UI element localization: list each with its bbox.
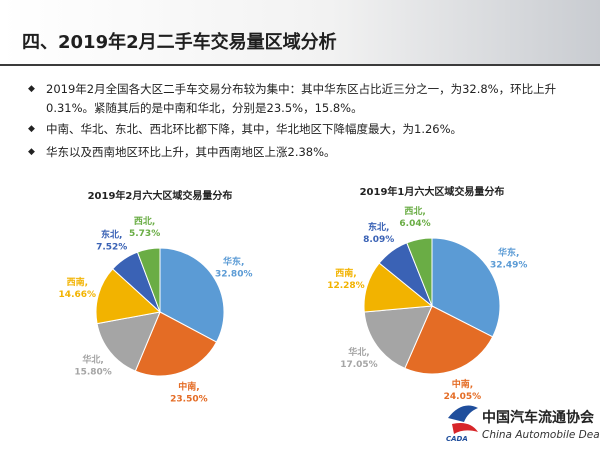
data-label: 23.50%	[170, 394, 208, 404]
pie-slice	[134, 311, 218, 377]
bullet: 华东以及西南地区环比上升，其中西南地区上涨2.38%。	[28, 143, 586, 162]
slice-category: 中南,	[178, 380, 199, 392]
slice-category: 西南,	[67, 276, 88, 288]
chart-title: 2019年1月六大区域交易量分布	[360, 185, 505, 198]
logo-name: 中国汽车流通协会	[482, 409, 595, 426]
pie-slice	[159, 247, 225, 343]
slice-category: 华北,	[348, 346, 369, 358]
header-band	[0, 0, 600, 66]
pie-slice	[363, 305, 433, 369]
data-label: 32.49%	[490, 260, 528, 270]
pie-slice	[406, 237, 433, 307]
slice-category: 华东,	[223, 255, 244, 267]
data-label: 32.80%	[215, 269, 253, 279]
logo-icon	[448, 405, 478, 434]
pie-slice	[95, 268, 162, 325]
bullet: 2019年2月全国各大区二手车交易分布较为集中：其中华东区占比近三分之一，为32…	[28, 80, 586, 118]
slice-category: 东北,	[368, 221, 389, 233]
slice-category: 西北,	[404, 205, 425, 217]
pie-slice	[404, 305, 494, 375]
data-label: 6.04%	[399, 219, 430, 229]
data-label: 12.28%	[327, 281, 365, 291]
data-label: 14.66%	[59, 290, 97, 300]
slice-category: 西南,	[335, 267, 356, 279]
slice-category: 华北,	[82, 354, 103, 366]
data-label: 17.05%	[340, 360, 378, 370]
chart-title: 2019年2月六大区域交易量分布	[88, 189, 233, 202]
pie-slice	[431, 237, 501, 338]
data-label: 15.80%	[74, 368, 112, 378]
slice-category: 东北,	[101, 228, 122, 240]
slide-title: 四、2019年2月二手车交易量区域分析	[22, 32, 337, 53]
pie-slice	[136, 247, 161, 313]
bullet: 中南、华北、东北、西北环比都下降，其中，华北地区下降幅度最大，为1.26%。	[28, 120, 586, 139]
data-label: 24.05%	[444, 392, 482, 402]
slice-category: 中南,	[452, 378, 473, 390]
pie-slice	[96, 311, 161, 372]
slice-category: 西北,	[134, 215, 155, 227]
data-label: 5.73%	[129, 229, 160, 239]
data-label: 8.09%	[363, 235, 394, 245]
slice-category: 华东,	[498, 246, 519, 258]
logo-mark: CADA	[446, 435, 468, 443]
data-label: 7.52%	[96, 242, 127, 252]
logo-english: China Automobile Dealers	[482, 429, 600, 441]
